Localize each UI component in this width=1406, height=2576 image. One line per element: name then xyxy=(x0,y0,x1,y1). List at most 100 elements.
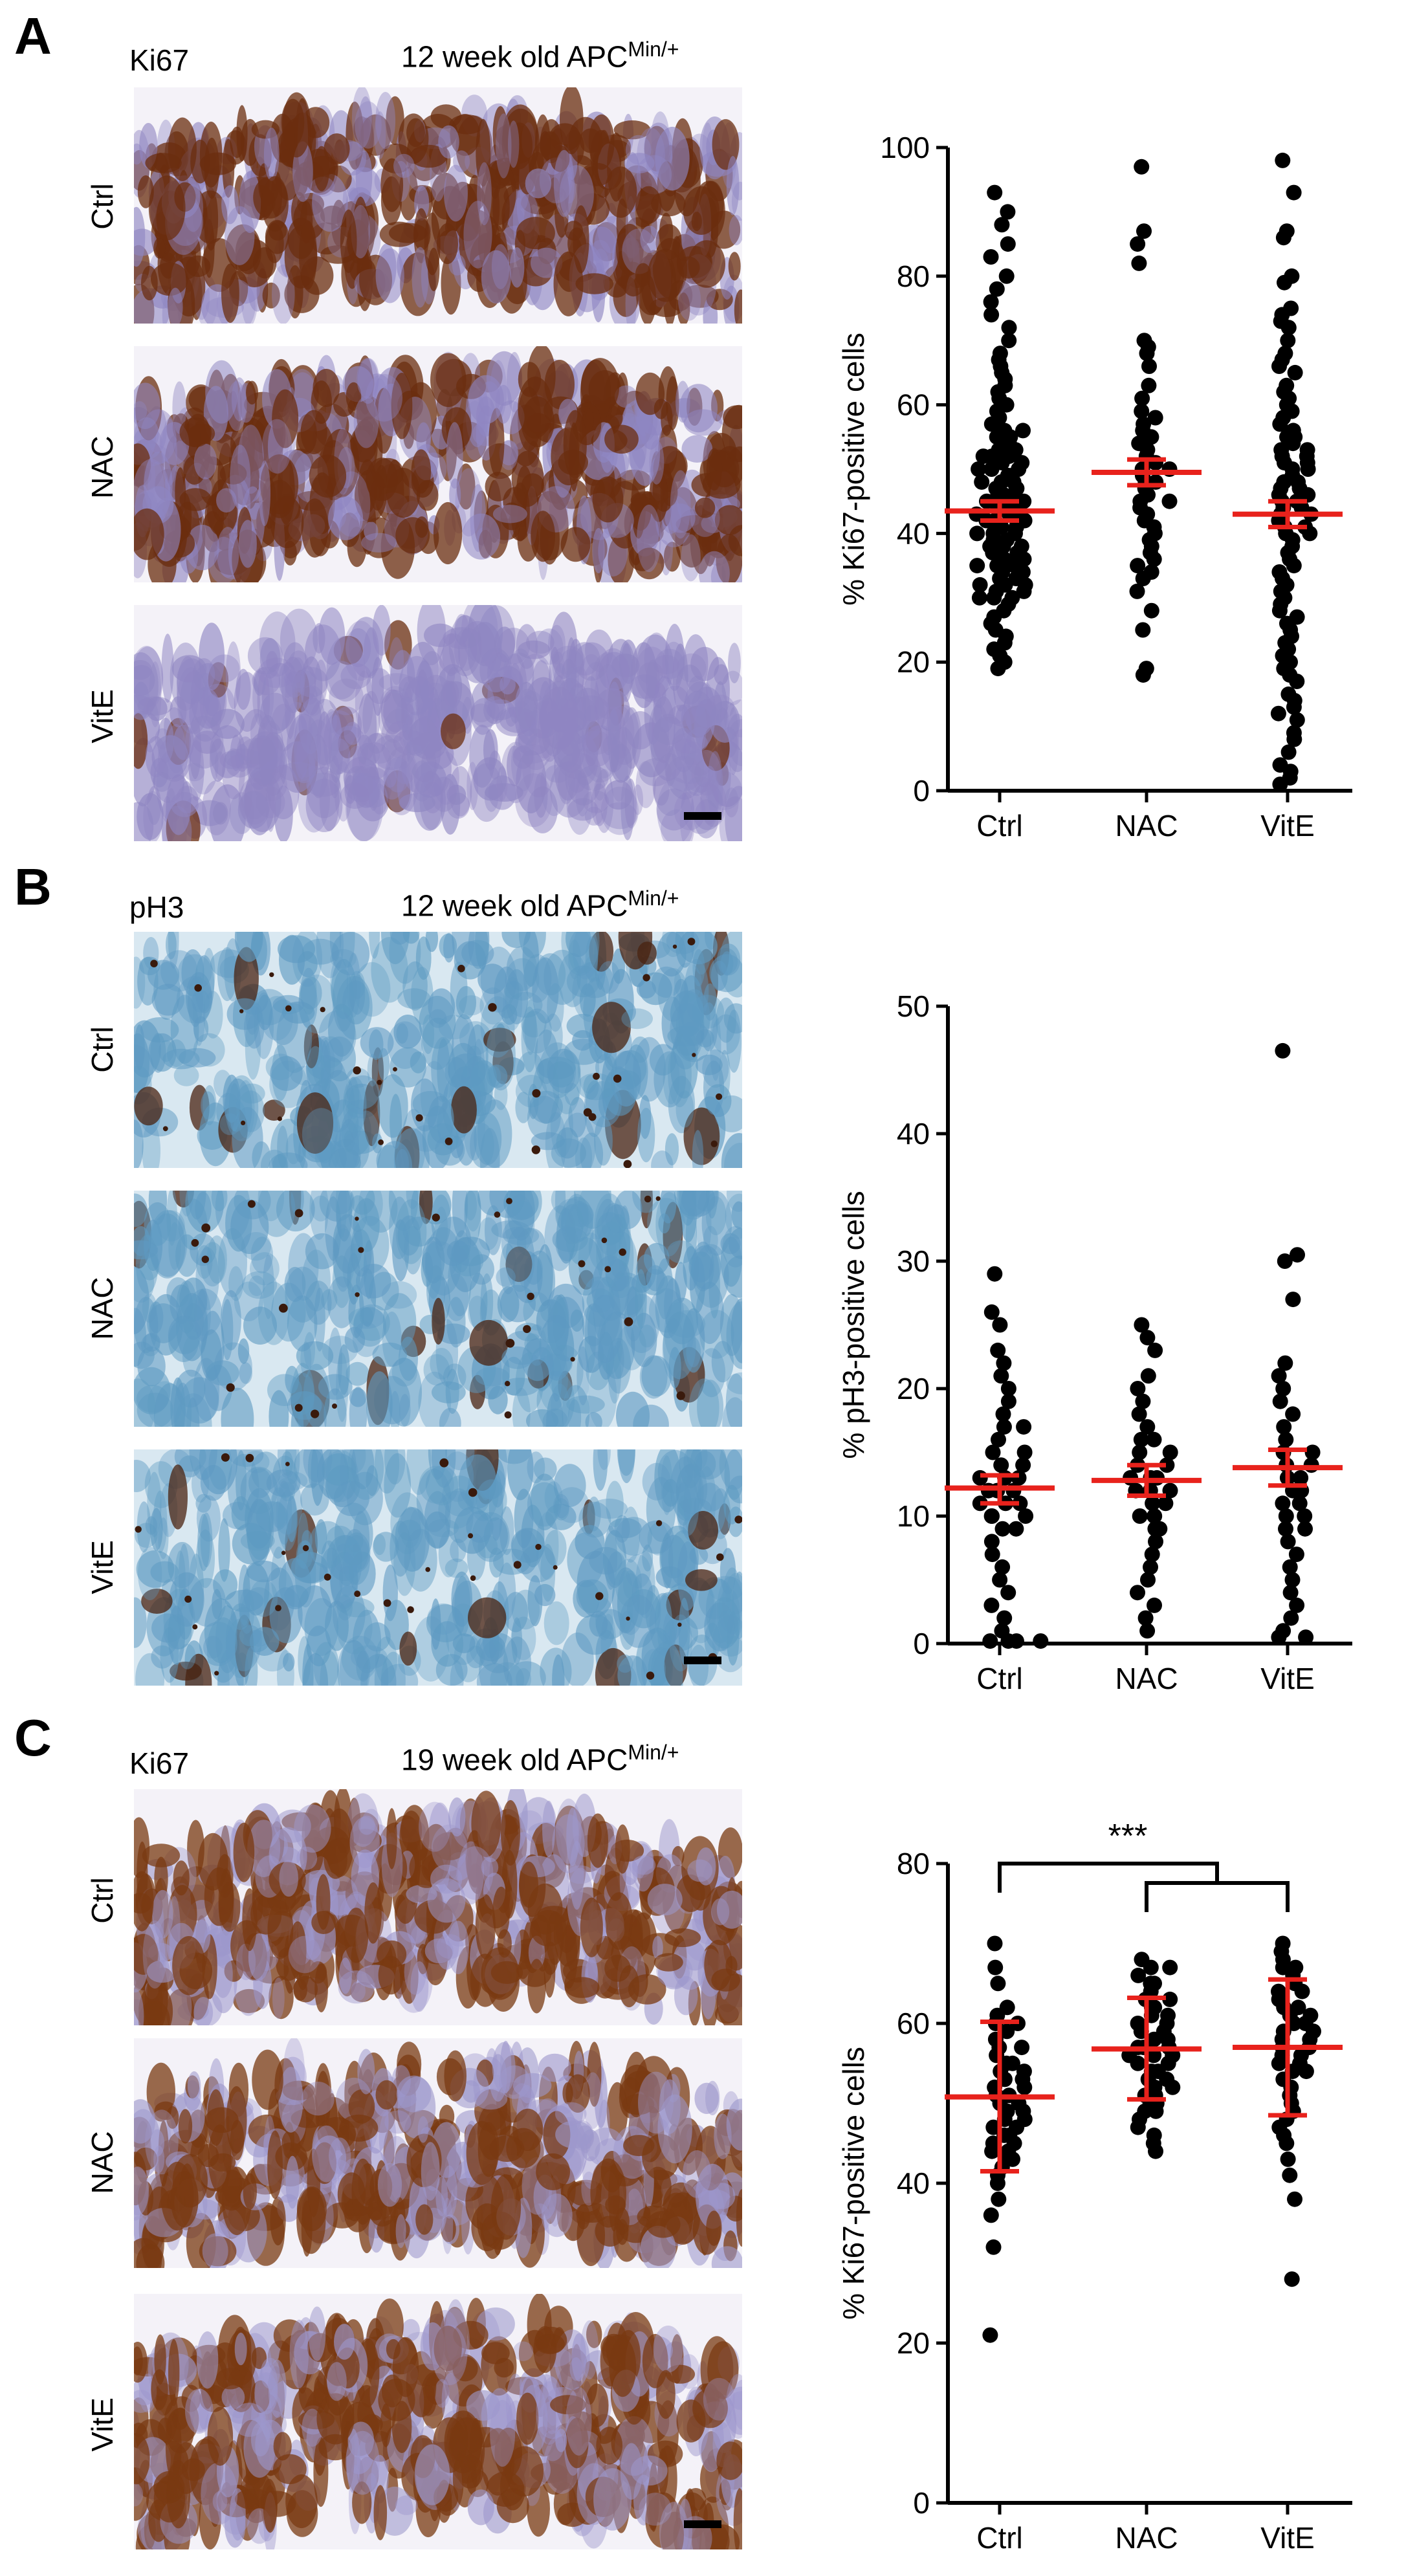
tissue-gland xyxy=(139,1252,160,1281)
stained-nucleus xyxy=(270,496,304,549)
tissue-gland xyxy=(287,1295,318,1352)
tissue-gland xyxy=(378,1048,390,1081)
data-point xyxy=(1130,1585,1145,1601)
tissue-gland xyxy=(392,1219,410,1281)
tissue-texture xyxy=(134,87,742,324)
x-tick-label: Ctrl xyxy=(976,2521,1023,2555)
stained-nucleus xyxy=(634,547,665,580)
x-tick-label: NAC xyxy=(1115,2521,1178,2555)
stained-nucleus xyxy=(688,240,725,288)
tissue-gland xyxy=(193,443,217,479)
micrograph-nac xyxy=(134,1191,742,1427)
x-tick-label: Ctrl xyxy=(976,1662,1023,1695)
tissue-gland xyxy=(349,974,366,1015)
stained-nucleus xyxy=(410,144,448,168)
tissue-gland xyxy=(485,1205,502,1255)
stained-nucleus xyxy=(613,120,651,140)
tissue-gland xyxy=(202,780,231,835)
tissue-gland xyxy=(698,1348,726,1398)
tissue-gland xyxy=(272,995,305,1015)
stained-nucleus xyxy=(544,360,575,410)
tissue-gland xyxy=(516,1051,545,1095)
stained-nucleus xyxy=(456,211,480,241)
stained-nucleus xyxy=(721,404,742,462)
ph3-positive-nucleus xyxy=(532,1089,541,1098)
series-ctrl xyxy=(945,1266,1055,1649)
ph3-positive-nucleus xyxy=(687,938,696,945)
tissue-gland xyxy=(725,1373,742,1427)
stained-nucleus xyxy=(441,713,466,749)
stained-nucleus xyxy=(683,186,719,235)
tissue-gland xyxy=(571,666,588,688)
tissue-gland xyxy=(716,997,736,1043)
tissue-gland xyxy=(402,1216,435,1247)
tissue-gland xyxy=(252,666,281,696)
data-point xyxy=(984,1547,1000,1563)
tissue-gland xyxy=(211,1191,228,1212)
stained-nucleus xyxy=(450,1086,477,1134)
tissue-gland xyxy=(621,1008,653,1029)
stained-nucleus xyxy=(151,262,188,296)
data-point xyxy=(992,1317,1008,1333)
tissue-gland xyxy=(731,1201,742,1229)
tissue-gland xyxy=(249,735,278,786)
tissue-gland xyxy=(672,732,708,754)
tissue-gland xyxy=(463,201,492,269)
tissue-gland xyxy=(552,1050,582,1114)
tissue-gland xyxy=(173,1064,199,1086)
tissue-gland xyxy=(649,439,665,485)
tissue-gland xyxy=(464,1191,477,1221)
tissue-gland xyxy=(478,1217,499,1251)
tissue-gland xyxy=(340,663,371,689)
tissue-gland xyxy=(185,525,220,571)
tissue-gland xyxy=(675,1262,687,1303)
stained-nucleus xyxy=(309,454,347,498)
tissue-gland xyxy=(292,932,322,987)
tissue-gland xyxy=(573,932,599,980)
tissue-gland xyxy=(553,149,575,217)
tissue-gland xyxy=(723,1255,742,1298)
tissue-gland xyxy=(475,1367,510,1387)
tissue-gland xyxy=(186,972,212,1024)
stained-nucleus xyxy=(265,223,284,263)
stained-nucleus xyxy=(272,389,299,448)
tissue-gland xyxy=(325,661,357,699)
tissue-gland xyxy=(333,1224,353,1292)
stained-nucleus xyxy=(516,217,555,250)
tissue-gland xyxy=(372,605,391,656)
tissue-gland xyxy=(239,1362,252,1384)
tissue-gland xyxy=(329,1191,353,1215)
tissue-gland xyxy=(446,1297,466,1348)
tissue-gland xyxy=(333,1214,363,1274)
tissue-gland xyxy=(640,225,659,253)
tissue-gland xyxy=(173,724,195,760)
stained-nucleus xyxy=(563,410,587,479)
tissue-gland xyxy=(390,650,415,709)
stained-nucleus xyxy=(659,212,674,252)
tissue-gland xyxy=(637,1108,655,1163)
tissue-gland xyxy=(488,1385,508,1415)
tissue-gland xyxy=(134,288,170,324)
stained-nucleus xyxy=(433,501,463,565)
tissue-gland xyxy=(681,435,713,463)
tissue-gland xyxy=(278,935,315,963)
ph3-positive-nucleus xyxy=(162,1126,168,1132)
tissue-gland xyxy=(729,215,742,246)
stained-nucleus xyxy=(263,1099,285,1121)
panel-letter: B xyxy=(14,858,52,916)
y-tick-label: 40 xyxy=(897,1117,930,1150)
tissue-gland xyxy=(377,738,407,800)
tissue-gland xyxy=(698,551,730,582)
tissue-gland xyxy=(450,962,468,1018)
tissue-gland xyxy=(578,765,609,791)
data-point xyxy=(1275,1042,1291,1059)
tissue-gland xyxy=(632,784,643,815)
data-point xyxy=(1001,333,1017,349)
tissue-gland xyxy=(630,642,657,709)
tissue-gland xyxy=(559,649,584,679)
tissue-gland xyxy=(209,654,240,683)
stained-nucleus xyxy=(299,220,317,290)
tissue-gland xyxy=(226,381,247,432)
tissue-gland xyxy=(206,1360,239,1386)
